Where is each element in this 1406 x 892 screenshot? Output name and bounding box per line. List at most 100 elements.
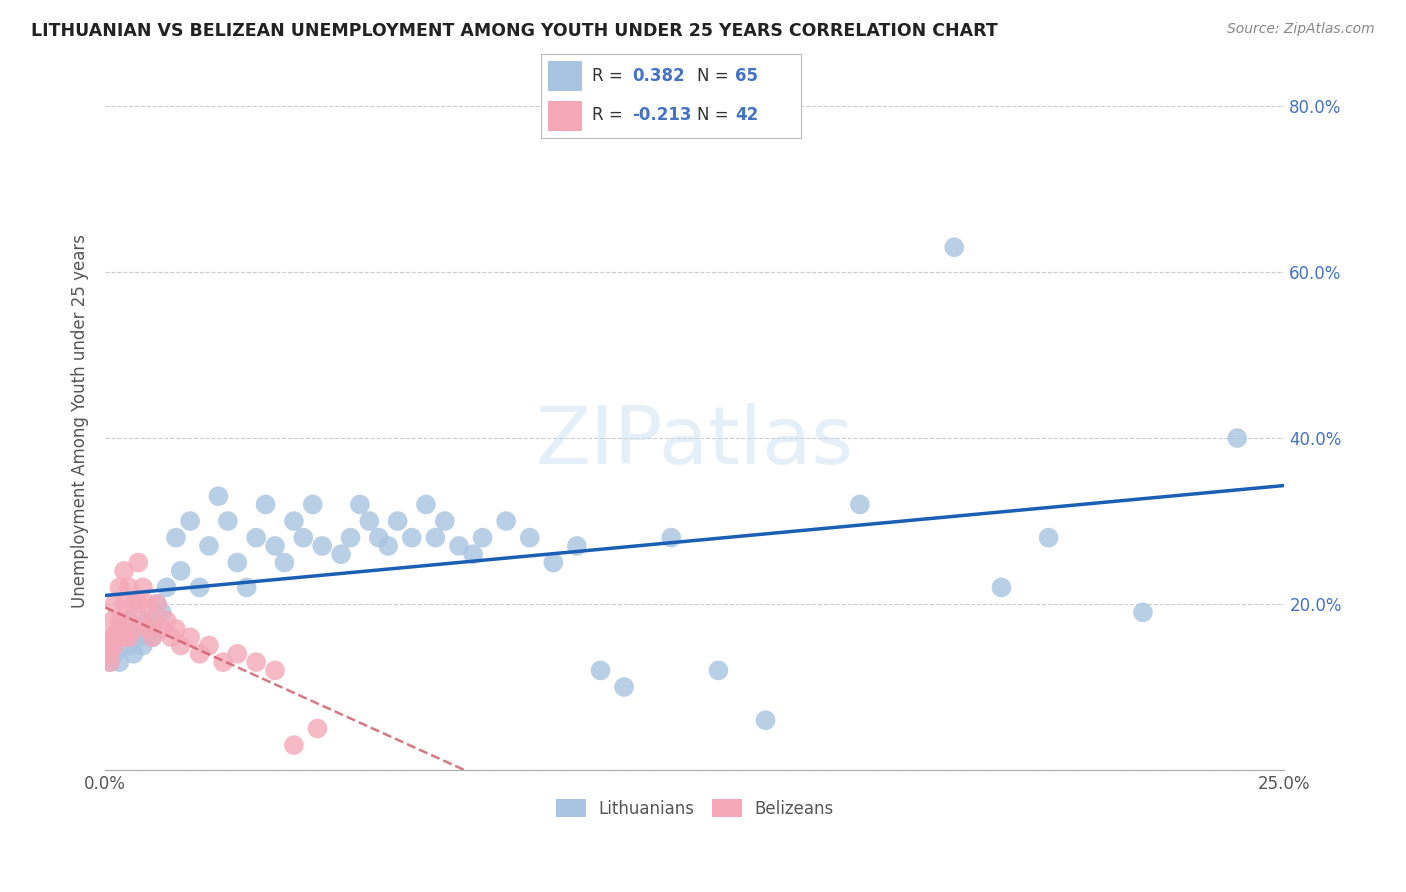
Point xyxy=(245,531,267,545)
Point xyxy=(543,556,565,570)
Text: 65: 65 xyxy=(735,67,758,85)
Point xyxy=(1038,531,1060,545)
Point xyxy=(217,514,239,528)
Point xyxy=(401,531,423,545)
Point xyxy=(165,531,187,545)
Point xyxy=(112,630,135,644)
Point xyxy=(127,597,149,611)
Point xyxy=(122,597,145,611)
Point xyxy=(330,547,353,561)
Text: -0.213: -0.213 xyxy=(633,106,692,124)
Point xyxy=(141,630,163,644)
Point xyxy=(170,564,193,578)
Point xyxy=(112,564,135,578)
Point xyxy=(359,514,381,528)
Point xyxy=(264,539,287,553)
Point xyxy=(339,531,361,545)
Y-axis label: Unemployment Among Youth under 25 years: Unemployment Among Youth under 25 years xyxy=(72,235,89,608)
Point xyxy=(136,614,159,628)
Point xyxy=(136,597,159,611)
Point xyxy=(141,614,163,628)
Point xyxy=(301,498,323,512)
Point xyxy=(104,630,127,644)
Point xyxy=(755,713,778,727)
Point xyxy=(136,622,159,636)
Bar xyxy=(548,62,582,91)
Point xyxy=(943,240,966,254)
Point xyxy=(245,655,267,669)
Point xyxy=(415,498,437,512)
Text: Source: ZipAtlas.com: Source: ZipAtlas.com xyxy=(1227,22,1375,37)
Point xyxy=(104,639,127,653)
Point xyxy=(198,539,221,553)
Point xyxy=(155,614,177,628)
Point xyxy=(307,722,329,736)
Point xyxy=(707,664,730,678)
Point xyxy=(132,614,155,628)
Point xyxy=(283,738,305,752)
Point xyxy=(188,581,211,595)
Point xyxy=(1132,605,1154,619)
Point xyxy=(165,622,187,636)
Point xyxy=(101,614,124,628)
Point xyxy=(471,531,494,545)
Point xyxy=(283,514,305,528)
Point xyxy=(118,614,141,628)
Point xyxy=(198,639,221,653)
Point xyxy=(146,597,169,611)
Point xyxy=(122,622,145,636)
Point xyxy=(127,556,149,570)
Point xyxy=(292,531,315,545)
Point xyxy=(160,630,183,644)
Point xyxy=(387,514,409,528)
Point xyxy=(108,622,131,636)
Text: ZIPatlas: ZIPatlas xyxy=(536,403,853,482)
Point xyxy=(188,647,211,661)
Point xyxy=(212,655,235,669)
Point xyxy=(108,581,131,595)
Point xyxy=(98,630,121,644)
Point xyxy=(179,630,201,644)
Point xyxy=(141,622,163,636)
Point xyxy=(519,531,541,545)
Point xyxy=(377,539,399,553)
Point xyxy=(155,581,177,595)
Text: LITHUANIAN VS BELIZEAN UNEMPLOYMENT AMONG YOUTH UNDER 25 YEARS CORRELATION CHART: LITHUANIAN VS BELIZEAN UNEMPLOYMENT AMON… xyxy=(31,22,998,40)
Point xyxy=(264,664,287,678)
Point xyxy=(433,514,456,528)
Point xyxy=(118,581,141,595)
Point xyxy=(425,531,447,545)
Text: N =: N = xyxy=(697,67,734,85)
Point xyxy=(98,655,121,669)
Legend: Lithuanians, Belizeans: Lithuanians, Belizeans xyxy=(548,792,841,824)
Text: 0.382: 0.382 xyxy=(633,67,685,85)
Point xyxy=(235,581,257,595)
Point xyxy=(122,647,145,661)
Text: R =: R = xyxy=(592,67,628,85)
Point xyxy=(179,514,201,528)
Point xyxy=(849,498,872,512)
Point xyxy=(207,489,229,503)
Text: N =: N = xyxy=(697,106,734,124)
Point xyxy=(118,614,141,628)
Point xyxy=(589,664,612,678)
Point xyxy=(108,655,131,669)
Point xyxy=(311,539,333,553)
Point xyxy=(104,647,127,661)
Point xyxy=(447,539,470,553)
Point xyxy=(108,622,131,636)
Point xyxy=(146,597,169,611)
Point xyxy=(98,639,121,653)
Point xyxy=(122,622,145,636)
Point xyxy=(118,639,141,653)
Point xyxy=(118,630,141,644)
Point xyxy=(170,639,193,653)
Point xyxy=(108,614,131,628)
Point xyxy=(150,622,173,636)
Point xyxy=(141,630,163,644)
Point xyxy=(273,556,295,570)
Point xyxy=(97,639,120,653)
Point xyxy=(112,630,135,644)
Point xyxy=(367,531,389,545)
Point xyxy=(104,630,127,644)
